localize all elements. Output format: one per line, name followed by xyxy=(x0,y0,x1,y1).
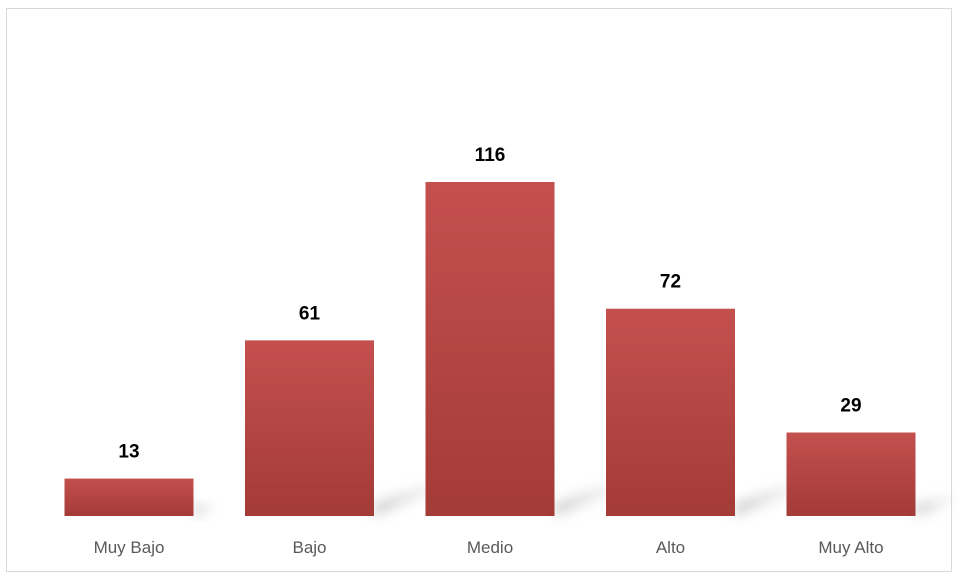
value-label-medio: 116 xyxy=(475,145,506,166)
category-label-muy-bajo: Muy Bajo xyxy=(94,538,165,557)
bar-muy-bajo xyxy=(64,478,194,516)
bar-shadow-muy-alto xyxy=(915,495,959,516)
bar-muy-alto xyxy=(786,432,916,516)
category-label-medio: Medio xyxy=(467,538,513,557)
bars-group xyxy=(64,182,916,516)
category-labels-group: Muy Bajo Bajo Medio Alto Muy Alto xyxy=(94,538,884,557)
category-label-muy-alto: Muy Alto xyxy=(818,538,883,557)
value-label-alto: 72 xyxy=(660,272,681,293)
value-label-muy-bajo: 13 xyxy=(118,442,139,463)
value-labels-group: 13 61 116 72 29 xyxy=(118,145,861,463)
category-label-alto: Alto xyxy=(656,538,685,557)
bar-alto xyxy=(606,308,735,516)
value-label-bajo: 61 xyxy=(299,303,321,324)
bar-shadow-muy-bajo xyxy=(193,504,221,516)
value-label-muy-alto: 29 xyxy=(840,396,861,417)
category-label-bajo: Bajo xyxy=(292,538,326,557)
bar-bajo xyxy=(245,340,374,516)
bar-medio xyxy=(425,182,555,516)
